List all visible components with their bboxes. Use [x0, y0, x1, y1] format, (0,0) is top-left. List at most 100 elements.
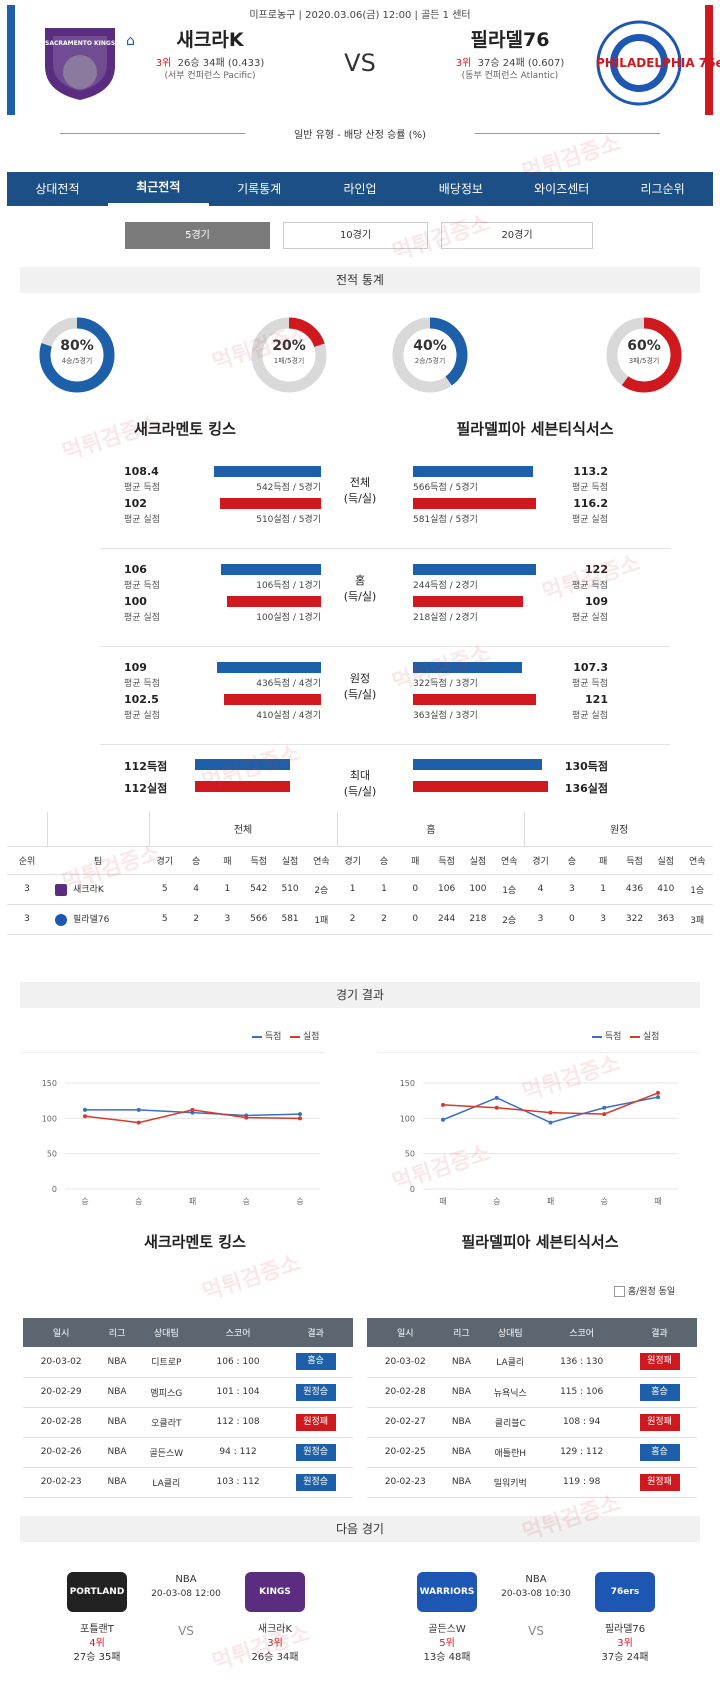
data-point	[602, 1112, 607, 1117]
standings-row-76ers: 3 필라델76 5 2 3 566 581 1패 2 2 0 244 218 2승 3 0 3 322 363 3패	[7, 904, 713, 935]
76ers-logo-text: PHILADELPHIA 76ers	[596, 56, 720, 70]
standings-col-14: 경기	[524, 846, 557, 875]
legend-left-conceded: 실점	[302, 1032, 320, 1042]
standings-col-header: 순위 팀 경기 승 패 득점 실점 연속 경기 승 패 득점 실점 연속 경기 승 패 득점 실점 연속	[7, 846, 713, 875]
match-info: 미프로농구 | 2020.03.06(금) 12:00 | 골든 1 센터	[249, 10, 471, 21]
stat-right-bar	[413, 781, 548, 792]
stat-left-bar-label: 510실점 / 5경기	[256, 515, 321, 525]
stat-group-label: 최대 (득/실)	[343, 769, 377, 798]
standings-team-name[interactable]: 필라델76	[73, 915, 110, 926]
76ers-mini-icon	[55, 913, 68, 926]
standings-cell: 218	[462, 904, 494, 935]
result-badge: 원정승	[295, 1443, 336, 1461]
stat-left-bar-label: 100실점 / 1경기	[256, 613, 321, 623]
away-team-name: 필라델76	[470, 29, 550, 51]
next-team-rank: 4위	[89, 1638, 105, 1649]
tab-recent-record[interactable]: 최근전적	[107, 172, 209, 206]
stat-right-bar-label: 244득점 / 2경기	[413, 581, 478, 591]
standings-cell: 0	[399, 904, 431, 935]
vs-label: VS	[344, 49, 376, 77]
tab-stats[interactable]: 기록통계	[237, 182, 282, 196]
donut-left-loss: 20% 1패/5경기	[250, 316, 328, 394]
chart-left: 0 50 100 150 승 승 패 승 승	[20, 1071, 338, 1231]
stat-right-bar	[413, 662, 522, 673]
seg-20-games[interactable]: 20경기	[441, 222, 593, 249]
results-cell: 애틀란H	[479, 1437, 542, 1468]
next-team-name[interactable]: 필라델76	[604, 1624, 646, 1635]
standings-cell: 100	[462, 874, 494, 905]
results-col-0: 일시	[23, 1318, 100, 1347]
right-accent-bar	[705, 5, 713, 115]
standings-cell: 510	[274, 874, 306, 905]
checkbox-box[interactable]	[614, 1286, 625, 1297]
stat-right-bar-label: 218실점 / 2경기	[413, 613, 478, 623]
stat-left-label: 평균 실점	[124, 613, 160, 623]
results-cell: 20-03-02	[367, 1347, 444, 1378]
results-title: 경기 결과	[20, 982, 700, 1008]
results-cell: LA클리	[134, 1467, 198, 1498]
results-cell: 94 : 112	[197, 1437, 279, 1468]
next-team-rec: 13승 48패	[423, 1652, 471, 1663]
result-badge: 원정승	[295, 1383, 336, 1401]
group-home: 홈	[337, 812, 526, 847]
standings-cell: 363	[650, 904, 682, 935]
same-venue-label: 홈/원정 동일	[627, 1287, 676, 1297]
tab-wise-center[interactable]: 와이즈센터	[534, 182, 590, 196]
next-team-name[interactable]: 골든스W	[428, 1624, 466, 1635]
standings-cell: 1승	[681, 874, 713, 905]
same-venue-checkbox[interactable]: 홈/원정 동일	[614, 1284, 675, 1297]
results-cell: 20-02-27	[367, 1407, 444, 1438]
seg-10-games[interactable]: 10경기	[283, 222, 428, 249]
next-team-name[interactable]: 포틀랜T	[80, 1624, 114, 1635]
standings-group-header: 전체 홈 원정	[7, 812, 713, 847]
stat-right-label: 평균 실점	[572, 515, 608, 525]
results-cell: LA클리	[479, 1347, 542, 1378]
y-tick-label: 100	[42, 1114, 57, 1123]
tab-head-to-head[interactable]: 상대전적	[35, 182, 80, 196]
seg-5-games[interactable]: 5경기	[125, 222, 270, 249]
data-point	[602, 1105, 607, 1110]
right-team-full-name: 필라델피아 세븐티식서스	[456, 420, 614, 438]
stat-right-value: 107.3	[573, 661, 608, 674]
standings-cell: 436	[618, 874, 651, 905]
results-cell: NBA	[99, 1467, 135, 1498]
tab-odds[interactable]: 배당정보	[438, 182, 483, 196]
next-vs: VS	[528, 1624, 544, 1638]
tab-lineup[interactable]: 라인업	[343, 182, 377, 196]
results-cell: NBA	[99, 1407, 135, 1438]
results-col-0: 일시	[367, 1318, 444, 1347]
x-tick-label: 패	[189, 1196, 196, 1206]
next-team-name[interactable]: 새크라K	[257, 1624, 293, 1635]
standings-team-name[interactable]: 새크라K	[73, 885, 104, 896]
results-cell: 디트로P	[134, 1347, 198, 1378]
result-badge: 홈승	[295, 1353, 336, 1371]
standings-cell: 3	[211, 904, 244, 935]
stat-right-label: 평균 득점	[572, 679, 608, 689]
stat-right-label: 평균 실점	[572, 711, 608, 721]
standings-cell: 566	[243, 904, 275, 935]
stat-left-value: 109	[124, 661, 147, 674]
standings-col-6: 실점	[274, 846, 306, 875]
standings-cell: 106	[430, 874, 463, 905]
standings-cell: 3	[524, 904, 557, 935]
results-cell: 119 : 98	[541, 1467, 623, 1498]
kings-logo: SACRAMENTO KINGS	[39, 22, 121, 104]
standings-cell: 3패	[681, 904, 713, 935]
home-icon[interactable]: ⌂	[126, 33, 135, 49]
standings-cell: 1승	[493, 874, 525, 905]
tab-league-rank[interactable]: 리그순위	[640, 182, 685, 196]
standings-cell: 4	[180, 874, 212, 905]
results-row: 20-02-23 NBA 밀워키벅 119 : 98 원정패	[367, 1467, 697, 1498]
results-cell: 원정패	[622, 1347, 697, 1378]
stat-left-label: 평균 득점	[124, 483, 160, 493]
standings-col-1: 팀	[47, 846, 150, 875]
results-cell: 오클라T	[134, 1407, 198, 1438]
results-cell: NBA	[99, 1347, 135, 1378]
standings-col-18: 실점	[650, 846, 682, 875]
next-team-logo: PORTLAND	[67, 1572, 127, 1612]
results-cell: 클리블C	[479, 1407, 542, 1438]
results-cell: 골든스W	[134, 1437, 198, 1468]
donut-arc	[39, 317, 115, 393]
results-table-right: 일시 리그 상대팀 스코어 결과 20-03-02 NBA LA클리 136 : 130 원정패 2…	[367, 1318, 697, 1498]
results-cell: NBA	[443, 1407, 480, 1438]
